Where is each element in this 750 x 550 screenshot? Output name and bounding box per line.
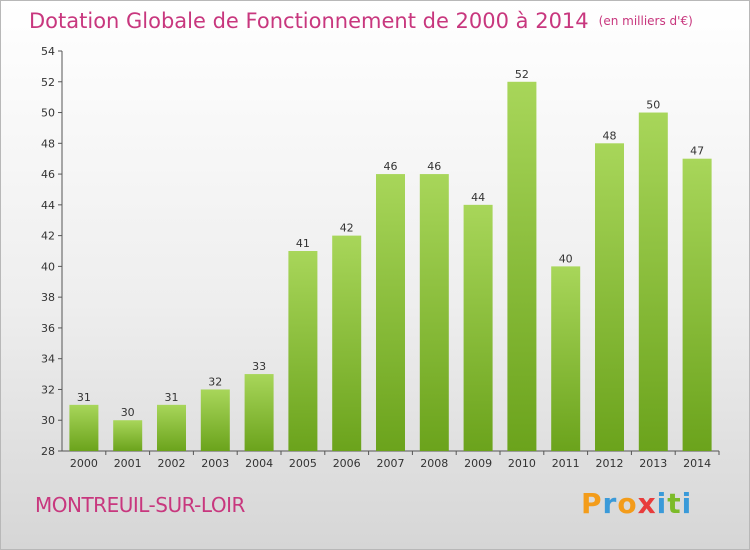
- bar-2014: [682, 158, 712, 451]
- bar-2000: [69, 404, 99, 451]
- y-tick-label: 50: [41, 107, 55, 120]
- logo-letter: i: [681, 487, 693, 520]
- y-tick-label: 32: [41, 383, 55, 396]
- value-label-2009: 44: [471, 191, 485, 204]
- logo-letter: P: [581, 487, 603, 520]
- value-label-2006: 42: [340, 222, 354, 235]
- bar-2011: [551, 266, 581, 451]
- bar-2009: [463, 204, 493, 451]
- y-tick-label: 46: [41, 168, 55, 181]
- bar-2003: [200, 389, 230, 451]
- proxiti-logo: Proxiti: [581, 487, 692, 520]
- y-tick-label: 30: [41, 414, 55, 427]
- x-tick-label-2001: 2001: [114, 457, 142, 470]
- logo-letter: t: [667, 487, 682, 520]
- value-label-2014: 47: [690, 145, 704, 158]
- bar-2006: [332, 235, 362, 451]
- value-label-2012: 48: [603, 129, 617, 142]
- bar-2008: [419, 174, 449, 452]
- value-label-2013: 50: [646, 99, 660, 112]
- x-tick-label-2000: 2000: [70, 457, 98, 470]
- bar-2005: [288, 251, 318, 451]
- bar-2002: [157, 404, 186, 451]
- y-tick-label: 40: [41, 260, 55, 273]
- y-tick-label: 48: [41, 137, 55, 150]
- logo-letter: o: [617, 487, 638, 520]
- x-tick-label-2011: 2011: [552, 457, 580, 470]
- bar-2004: [244, 374, 274, 451]
- x-tick-label-2012: 2012: [596, 457, 624, 470]
- chart-title: Dotation Globale de Fonctionnement de 20…: [29, 9, 693, 33]
- chart-subtitle: (en milliers d'€): [598, 14, 693, 28]
- y-tick-label: 52: [41, 76, 55, 89]
- x-tick-label-2010: 2010: [508, 457, 536, 470]
- x-tick-label-2003: 2003: [201, 457, 229, 470]
- bar-2013: [638, 112, 668, 452]
- x-tick-label-2013: 2013: [639, 457, 667, 470]
- y-tick-label: 44: [41, 199, 55, 212]
- bar-2007: [376, 174, 405, 452]
- y-tick-label: 54: [41, 45, 55, 58]
- chart-bars: [69, 81, 712, 452]
- value-label-2008: 46: [427, 160, 441, 173]
- value-label-2011: 40: [559, 252, 573, 265]
- x-tick-label-2006: 2006: [333, 457, 361, 470]
- logo-letter: i: [656, 487, 668, 520]
- chart-axes: 28 30 32 34 36 38 40 42 44 46 48 50 52 54 2000 2001 2002…: [41, 45, 720, 470]
- value-label-2001: 30: [121, 406, 135, 419]
- x-tick-label-2005: 2005: [289, 457, 317, 470]
- y-tick-label: 36: [41, 322, 55, 335]
- value-label-2002: 31: [165, 391, 179, 404]
- y-tick-label: 42: [41, 230, 55, 243]
- value-label-2004: 33: [252, 360, 266, 373]
- x-tick-label-2004: 2004: [245, 457, 273, 470]
- place-name: MONTREUIL-SUR-LOIR: [35, 493, 245, 517]
- value-label-2007: 46: [384, 160, 398, 173]
- value-label-2010: 52: [515, 68, 529, 81]
- x-tick-label-2007: 2007: [377, 457, 405, 470]
- y-tick-label: 34: [41, 353, 55, 366]
- logo-letter: x: [637, 487, 657, 520]
- bar-2001: [113, 420, 143, 451]
- logo-letter: r: [602, 487, 618, 520]
- x-tick-label-2002: 2002: [158, 457, 186, 470]
- value-label-2000: 31: [77, 391, 91, 404]
- value-label-2005: 41: [296, 237, 310, 250]
- x-tick-label-2008: 2008: [420, 457, 448, 470]
- value-label-2003: 32: [208, 375, 222, 388]
- chart-value-labels: 31 30 31 32 33 41 42 46 46 44 52 40 48 50 47: [77, 68, 704, 419]
- y-tick-label: 28: [41, 445, 55, 458]
- x-tick-label-2009: 2009: [464, 457, 492, 470]
- x-tick-label-2014: 2014: [683, 457, 711, 470]
- bar-2010: [507, 81, 537, 452]
- y-tick-label: 38: [41, 291, 55, 304]
- chart-title-text: Dotation Globale de Fonctionnement de 20…: [29, 9, 589, 33]
- bar-2012: [595, 143, 624, 452]
